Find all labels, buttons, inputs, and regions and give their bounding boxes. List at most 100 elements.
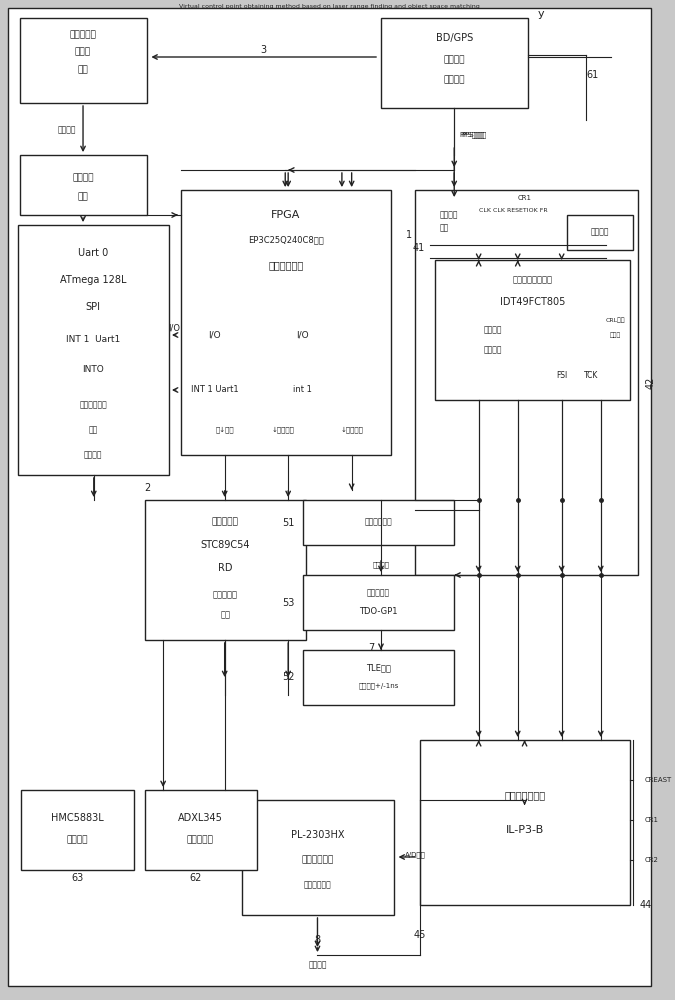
Text: PPS信号线: PPS信号线 [461, 132, 487, 138]
Text: 固像传感器芯片: 固像传感器芯片 [504, 790, 545, 800]
Bar [566, 215, 633, 250]
Text: 收机芯片: 收机芯片 [443, 76, 465, 85]
Text: 7: 7 [368, 643, 375, 653]
Bar [303, 500, 454, 545]
Text: 串行线路: 串行线路 [57, 125, 76, 134]
Text: 激光报靶电路芯片: 激光报靶电路芯片 [512, 275, 552, 284]
Text: A/D转换: A/D转换 [406, 852, 427, 858]
Text: 发射电路: 发射电路 [484, 346, 503, 355]
Text: 接收电路: 接收电路 [484, 326, 503, 334]
Text: CR1: CR1 [518, 195, 532, 201]
Text: 41: 41 [412, 243, 425, 253]
Text: 单元: 单元 [220, 610, 230, 619]
Text: 回序控制单元: 回序控制单元 [268, 260, 303, 270]
Text: 倾角传感器: 倾角传感器 [187, 836, 214, 844]
Text: 45: 45 [414, 930, 426, 940]
Text: 电平转换芯片: 电平转换芯片 [302, 856, 334, 864]
Bar [303, 575, 454, 630]
Bar [144, 500, 306, 640]
Text: ATmega 128L: ATmega 128L [60, 275, 126, 285]
Bar [181, 190, 391, 455]
Text: 当前靶号: 当前靶号 [591, 228, 609, 236]
Text: 62: 62 [189, 873, 202, 883]
Text: 字展寄: 字展寄 [610, 332, 621, 338]
Text: 电路: 电路 [439, 224, 449, 232]
Text: CREAST: CREAST [645, 777, 672, 783]
Text: int 1: int 1 [294, 385, 313, 394]
Text: INTO: INTO [82, 365, 104, 374]
Text: TDO-GP1: TDO-GP1 [359, 606, 398, 615]
Bar [22, 790, 134, 870]
Text: IDT49FCT805: IDT49FCT805 [500, 297, 565, 307]
Text: 3: 3 [261, 45, 267, 55]
Text: PL-2303HX: PL-2303HX [291, 830, 345, 840]
Text: 通讯接口: 通讯接口 [308, 960, 327, 970]
Bar [415, 190, 638, 575]
Text: CLK CLK RESETIOK FR: CLK CLK RESETIOK FR [479, 208, 547, 213]
Text: 2: 2 [144, 483, 151, 493]
Text: CR2: CR2 [645, 857, 659, 863]
Text: 电子罗盘: 电子罗盘 [66, 836, 88, 844]
Bar [303, 650, 454, 705]
Text: TLE计时: TLE计时 [366, 664, 391, 672]
Text: ADXL345: ADXL345 [178, 813, 223, 823]
Text: 53: 53 [283, 597, 295, 607]
Text: SPI: SPI [86, 302, 101, 312]
Text: CRL控制: CRL控制 [605, 317, 625, 323]
Text: I/O: I/O [168, 324, 180, 332]
Bar [381, 18, 527, 108]
Text: INT 1 Uart1: INT 1 Uart1 [191, 385, 239, 394]
Text: 芯片: 芯片 [78, 66, 88, 75]
Bar [420, 740, 630, 905]
Bar [242, 800, 394, 915]
Text: 电平转换芯片: 电平转换芯片 [304, 880, 332, 890]
Text: 计时精度+/-1ns: 计时精度+/-1ns [358, 683, 399, 689]
Text: I/O: I/O [209, 330, 221, 340]
Text: 当前靶号: 当前靶号 [373, 562, 389, 568]
Text: EP3C25Q240C8芯片: EP3C25Q240C8芯片 [248, 235, 323, 244]
Text: PPS信号线: PPS信号线 [459, 132, 485, 138]
Text: 激光控制: 激光控制 [439, 211, 458, 220]
Text: TCK: TCK [584, 370, 598, 379]
Text: INT 1  Uart1: INT 1 Uart1 [66, 336, 120, 344]
Text: FSI: FSI [556, 370, 567, 379]
Text: 1: 1 [406, 230, 412, 240]
Text: Uart 0: Uart 0 [78, 248, 109, 258]
Text: 串↓解码: 串↓解码 [215, 427, 234, 433]
Bar [18, 225, 169, 475]
Text: IL-P3-B: IL-P3-B [506, 825, 544, 835]
Text: 单片机接口: 单片机接口 [213, 590, 238, 599]
Text: 口电路: 口电路 [75, 47, 91, 56]
Text: Virtual control point obtaining method based on laser range finding and object s: Virtual control point obtaining method b… [179, 4, 479, 9]
Text: 内部连接器: 内部连接器 [367, 588, 390, 597]
Text: 内部连接信号: 内部连接信号 [364, 518, 392, 526]
Text: 调试接口电路: 调试接口电路 [80, 400, 107, 410]
Text: 8: 8 [315, 935, 321, 945]
Text: y: y [537, 9, 544, 19]
Text: 42: 42 [646, 376, 655, 389]
Bar [20, 18, 146, 103]
Bar [435, 260, 630, 400]
Text: 串行线路: 串行线路 [84, 450, 103, 460]
Text: 芯片: 芯片 [88, 426, 98, 434]
Text: FPGA: FPGA [271, 210, 300, 220]
Text: 接口: 接口 [78, 192, 88, 202]
Bar [144, 790, 257, 870]
Text: 63: 63 [71, 873, 83, 883]
Text: 双频接收: 双频接收 [443, 55, 465, 64]
Text: 51: 51 [283, 518, 295, 528]
Text: STC89C54: STC89C54 [200, 540, 250, 550]
Text: ↓接收信号: ↓接收信号 [272, 427, 295, 433]
Text: 52: 52 [283, 672, 295, 682]
Text: I/O: I/O [296, 330, 309, 340]
Text: BD/GPS: BD/GPS [435, 33, 473, 43]
Text: 44: 44 [640, 900, 652, 910]
Bar [20, 155, 146, 215]
Text: RD: RD [218, 563, 232, 573]
Text: ↓发射信号: ↓发射信号 [340, 427, 363, 433]
Text: CR1: CR1 [645, 817, 659, 823]
Text: 串行线路接: 串行线路接 [70, 30, 97, 39]
Text: 回序控制器: 回序控制器 [212, 518, 238, 526]
Text: 61: 61 [586, 70, 598, 80]
Text: 串行线路: 串行线路 [72, 174, 94, 182]
